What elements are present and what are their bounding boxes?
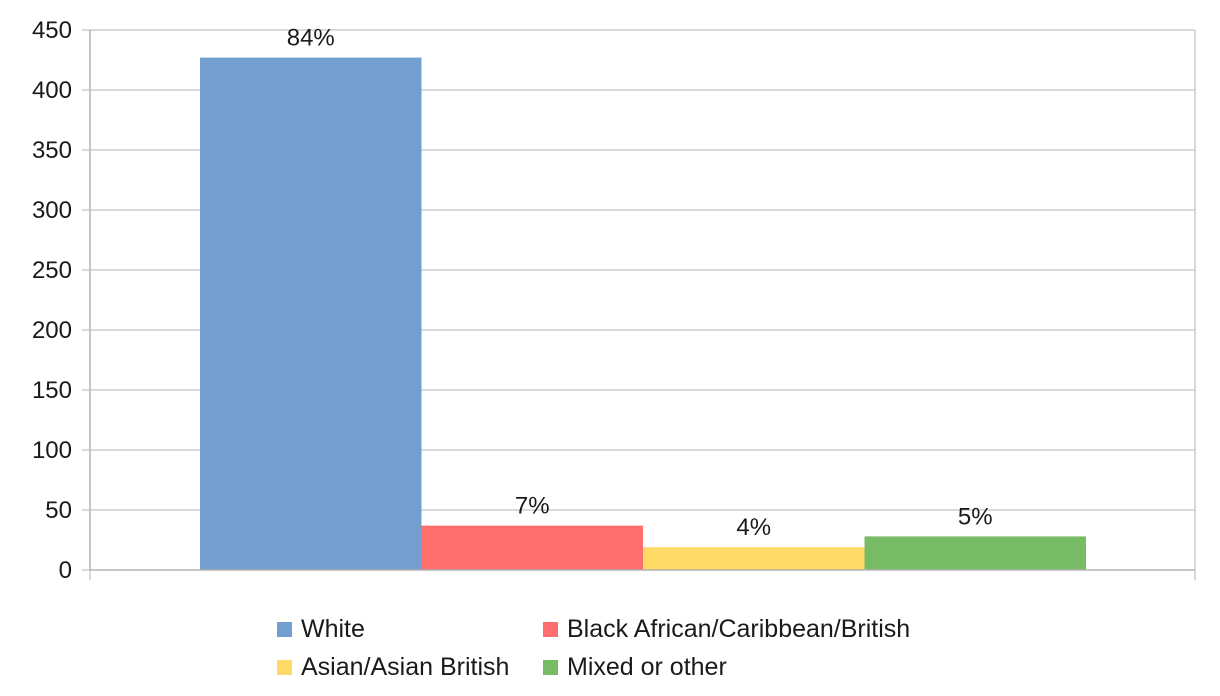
- bar-chart: 0 50 100 150 200 250 300 350 400 450 84% 7% 4% 5%: [32, 17, 1196, 584]
- y-axis-ticks: 0 50 100 150 200 250 300 350 400 450: [32, 17, 90, 584]
- legend-swatch: [543, 621, 558, 637]
- data-label: 5%: [958, 503, 993, 530]
- y-tick-label: 250: [32, 257, 72, 284]
- legend-label: White: [301, 615, 365, 643]
- legend-item-black-african-caribbean-british: Black African/Caribbean/British: [543, 616, 963, 642]
- legend-label: Black African/Caribbean/British: [567, 615, 911, 643]
- legend: White Black African/Caribbean/British As…: [277, 616, 977, 680]
- bar-black-african-caribbean-british: [421, 525, 643, 570]
- y-tick-label: 50: [45, 497, 72, 524]
- bar-mixed-or-other: [864, 536, 1086, 570]
- data-label: 84%: [287, 25, 335, 52]
- y-tick-label: 350: [32, 137, 72, 164]
- y-tick-label: 400: [32, 77, 72, 104]
- y-tick-label: 200: [32, 317, 72, 344]
- y-tick-label: 300: [32, 197, 72, 224]
- legend-swatch: [277, 659, 292, 675]
- y-tick-label: 150: [32, 377, 72, 404]
- bars: [200, 57, 1086, 571]
- data-label: 7%: [515, 493, 550, 520]
- legend-swatch: [277, 621, 292, 637]
- bar-asian-asian-british: [643, 547, 865, 570]
- data-label: 4%: [736, 514, 771, 541]
- axes: [89, 30, 1196, 580]
- legend-label: Mixed or other: [567, 653, 727, 681]
- legend-item-white: White: [277, 616, 543, 642]
- legend-item-asian-asian-british: Asian/Asian British: [277, 654, 543, 680]
- bar-white: [200, 57, 422, 571]
- data-labels: 84% 7% 4% 5%: [287, 25, 993, 542]
- y-tick-label: 0: [59, 557, 72, 584]
- y-tick-label: 100: [32, 437, 72, 464]
- legend-swatch: [543, 659, 558, 675]
- legend-item-mixed-or-other: Mixed or other: [543, 654, 963, 680]
- legend-label: Asian/Asian British: [301, 653, 510, 681]
- y-tick-label: 450: [32, 17, 72, 44]
